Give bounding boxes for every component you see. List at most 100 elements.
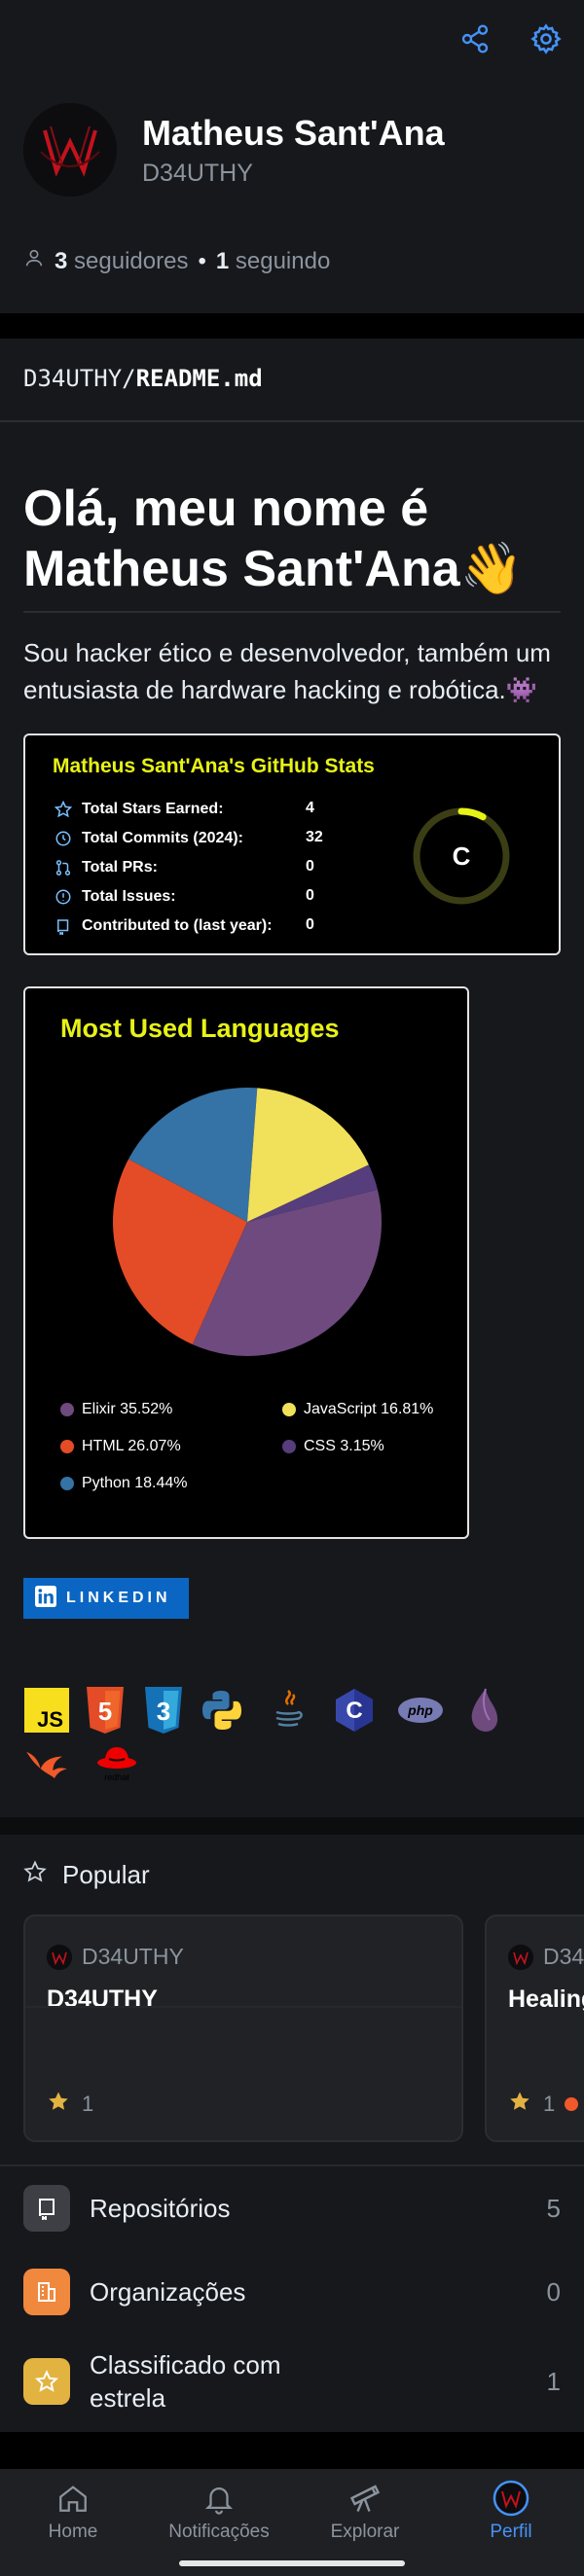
legend-dot <box>60 1477 74 1490</box>
legend-label: HTML 26.07% <box>82 1438 181 1454</box>
readme-path[interactable]: D34UTHY/README.md <box>23 365 263 392</box>
list-item-starred[interactable]: Classificado com estrela 1 <box>23 2346 561 2416</box>
pie-slice-python <box>128 1088 258 1222</box>
pie-slice-elixir <box>192 1189 382 1356</box>
organization-icon <box>23 2269 70 2315</box>
list-count: 0 <box>546 2276 561 2307</box>
share-icon[interactable] <box>456 19 494 58</box>
stat-label: Total Stars Earned: <box>82 801 224 817</box>
readme-heading: Olá, meu nome é Matheus Sant'Ana👋 <box>23 481 524 597</box>
list-label: Classificado com estrela <box>90 2350 281 2413</box>
stat-row-issues: Total Issues: <box>53 883 176 911</box>
stat-row-commits: Total Commits (2024): <box>53 825 243 852</box>
python-icon <box>199 1687 245 1734</box>
legend-dot <box>60 1403 74 1416</box>
star-filled-icon <box>508 2090 531 2119</box>
grade-ring: C <box>413 807 510 905</box>
list-label: Organizações <box>90 2277 246 2307</box>
linkedin-label: LINKEDIN <box>66 1590 171 1606</box>
languages-title: Most Used Languages <box>60 1014 340 1043</box>
gear-icon[interactable] <box>527 19 566 58</box>
person-icon <box>23 247 45 275</box>
nav-explore[interactable]: Explorar <box>292 2477 438 2543</box>
nav-notifications[interactable]: Notificações <box>146 2477 292 2543</box>
following-count: 1 <box>215 247 230 274</box>
separator-dot: • <box>198 247 206 274</box>
home-icon <box>56 2477 90 2520</box>
list-item-organizations[interactable]: Organizações 0 <box>23 2269 561 2315</box>
stat-value: 32 <box>306 829 323 845</box>
redhat-icon: redhat <box>93 1739 140 1786</box>
stat-row-stars: Total Stars Earned: <box>53 796 224 823</box>
legend-label: JavaScript 16.81% <box>304 1401 434 1417</box>
profile-header: Matheus Sant'Ana D34UTHY 3 seguidores • … <box>0 0 584 313</box>
nav-label: Perfil <box>490 2522 532 2542</box>
pie-slice-html <box>113 1159 248 1345</box>
elixir-icon <box>461 1687 508 1734</box>
stat-row-contributed: Contributed to (last year): <box>53 912 273 940</box>
svg-text:C: C <box>346 1698 362 1724</box>
list-item-repositories[interactable]: Repositórios 5 <box>23 2185 561 2232</box>
legend-item-elixir: Elixir 35.52% <box>60 1401 172 1418</box>
divider <box>25 2006 461 2008</box>
nav-profile[interactable]: Perfil <box>438 2477 584 2543</box>
stat-value: 0 <box>306 887 314 904</box>
repo-owner: D34UTHY <box>47 1944 184 1970</box>
svg-text:php: php <box>407 1702 433 1718</box>
home-indicator[interactable] <box>179 2560 405 2566</box>
follow-stats[interactable]: 3 seguidores • 1 seguindo <box>23 247 330 275</box>
popular-header: Popular <box>23 1860 150 1890</box>
legend-item-python: Python 18.44% <box>60 1475 188 1492</box>
html5-icon: 5 <box>82 1687 128 1734</box>
star-icon <box>23 1860 47 1890</box>
repo-icon <box>53 915 74 937</box>
github-stats-card: Matheus Sant'Ana's GitHub Stats Total St… <box>23 733 561 955</box>
repo-card[interactable]: D34UTHY D34UTHY 1 <box>23 1914 463 2142</box>
grade-progress <box>413 807 510 905</box>
profile-name: Matheus Sant'Ana <box>142 113 445 153</box>
repo-owner-label: D34UTHY <box>543 1944 584 1969</box>
php-icon: php <box>397 1687 444 1734</box>
legend-item-javascript: JavaScript 16.81% <box>282 1401 433 1418</box>
star-icon <box>53 799 74 820</box>
avatar <box>47 1944 72 1970</box>
phoenix-icon <box>23 1739 70 1786</box>
grade-letter: C <box>453 841 471 871</box>
stat-value: 0 <box>306 916 314 933</box>
repo-icon <box>23 2185 70 2232</box>
bell-icon <box>202 2477 236 2520</box>
nav-home[interactable]: Home <box>0 2477 146 2543</box>
repo-card[interactable]: D34UTHY Healing Sistem 1 <box>485 1914 584 2142</box>
telescope-icon <box>347 2477 383 2520</box>
divider <box>23 611 561 613</box>
stat-value: 0 <box>306 858 314 875</box>
nav-label: Home <box>48 2522 98 2542</box>
list-label: Repositórios <box>90 2194 231 2223</box>
issue-icon <box>53 886 74 908</box>
c-icon: C <box>331 1687 378 1734</box>
profile-login: D34UTHY <box>142 160 253 187</box>
avatar[interactable] <box>23 103 117 197</box>
stat-label: Total PRs: <box>82 859 158 876</box>
section-divider <box>0 2432 584 2469</box>
stats-title: Matheus Sant'Ana's GitHub Stats <box>53 755 375 777</box>
repo-stars: 1 <box>508 2090 579 2119</box>
java-icon <box>265 1687 311 1734</box>
repo-stars-count: 1 <box>82 2092 94 2116</box>
svg-text:JS: JS <box>37 1707 63 1732</box>
readme-bio: Sou hacker ético e desenvolvedor, também… <box>23 638 551 704</box>
stat-label: Total Commits (2024): <box>82 830 243 846</box>
followers-label: seguidores <box>74 247 189 274</box>
readme-owner: D34UTHY <box>23 365 123 392</box>
linkedin-badge[interactable]: LINKEDIN <box>23 1578 189 1619</box>
css3-icon: 3 <box>140 1687 187 1734</box>
legend-dot <box>60 1440 74 1453</box>
followers-count: 3 <box>55 247 68 274</box>
history-icon <box>53 828 74 849</box>
repo-name: D34UTHY <box>47 1986 158 2013</box>
following-label: seguindo <box>235 247 331 274</box>
stat-label: Total Issues: <box>82 888 176 905</box>
list-count: 1 <box>546 2366 561 2396</box>
languages-pie-chart <box>113 1088 382 1356</box>
linkedin-icon <box>35 1585 56 1612</box>
